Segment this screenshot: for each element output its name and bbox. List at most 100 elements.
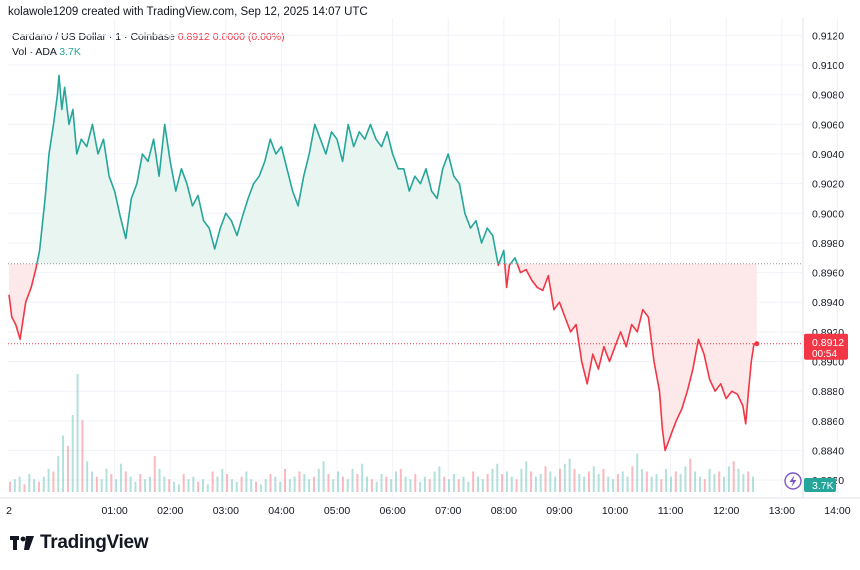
volume-bar [197, 481, 200, 492]
price-line-down [8, 263, 757, 452]
volume-bar [327, 474, 330, 492]
volume-bar [91, 471, 94, 492]
volume-bar [616, 474, 619, 492]
volume-bar [28, 474, 31, 492]
volume-bar [597, 474, 600, 492]
volume-bar [385, 476, 388, 492]
volume-bar [288, 479, 291, 492]
volume-bar [467, 481, 470, 492]
y-tick-label: 0.9020 [812, 179, 844, 191]
volume-bar [226, 474, 229, 492]
volume-bar [636, 453, 639, 492]
volume-label-value: 3.7K [812, 480, 834, 492]
legend-volume-label[interactable]: Vol · ADA [12, 46, 57, 58]
volume-bar [57, 456, 60, 492]
volume-bar [592, 466, 595, 492]
price-line-up [36, 74, 519, 264]
volume-bar [356, 474, 359, 492]
volume-bar [520, 468, 523, 492]
volume-bar [501, 474, 504, 492]
volume-bar [472, 471, 475, 492]
volume-bar [462, 476, 465, 492]
volume-bar [298, 471, 301, 492]
volume-bar [708, 468, 711, 492]
volume-bar [206, 484, 209, 492]
volume-bar [284, 468, 287, 492]
x-tick-label: 03:00 [213, 505, 239, 517]
volume-bar [476, 476, 479, 492]
volume-bar [13, 479, 16, 492]
volume-bar [245, 471, 248, 492]
volume-bar [525, 461, 528, 492]
volume-bar [645, 471, 648, 492]
x-tick-label: 05:00 [324, 505, 350, 517]
volume-bar [264, 479, 267, 492]
volume-bar [674, 471, 677, 492]
volume-bar [496, 463, 499, 492]
volume-bar [308, 479, 311, 492]
volume-bar [293, 476, 296, 492]
x-tick-label: 04:00 [268, 505, 294, 517]
area-above-baseline [9, 75, 757, 264]
volume-bar [650, 476, 653, 492]
volume-bar [144, 479, 147, 492]
volume-bar [105, 468, 108, 492]
volume-bar [81, 420, 84, 492]
y-tick-label: 0.8940 [812, 297, 844, 309]
x-tick-label: 10:00 [602, 505, 628, 517]
chart-credit: kolawole1209 created with TradingView.co… [8, 6, 368, 18]
volume-bar [443, 476, 446, 492]
volume-bar [211, 471, 214, 492]
x-tick-label: 14:00 [824, 505, 850, 517]
volume-label-bg [804, 478, 836, 492]
volume-bar [679, 474, 682, 492]
legend-symbol[interactable]: Cardano / US Dollar · 1 · Coinbase [12, 31, 175, 43]
tradingview-brand[interactable]: TradingView [10, 532, 149, 554]
volume-bar [230, 479, 233, 492]
volume-bar [351, 468, 354, 492]
volume-bar [163, 476, 166, 492]
volume-bar [665, 468, 668, 492]
volume-bar [626, 476, 629, 492]
last-price-label-bg [804, 333, 848, 360]
volume-bar [370, 479, 373, 492]
x-tick-label: 07:00 [435, 505, 461, 517]
volume-bar [751, 476, 754, 492]
volume-bar [115, 479, 118, 492]
volume-bar [568, 458, 571, 492]
volume-bar [173, 481, 176, 492]
volume-bar [669, 476, 672, 492]
legend-change: 0.0000 (0.00%) [212, 31, 285, 43]
x-tick-label: 13:00 [769, 505, 795, 517]
volume-bar [549, 471, 552, 492]
volume-bar [563, 463, 566, 492]
volume-bar [380, 474, 383, 492]
volume-bar [303, 474, 306, 492]
volume-bar [110, 474, 113, 492]
legend-symbol-row: Cardano / US Dollar · 1 · Coinbase 0.891… [12, 30, 285, 45]
volume-bar [742, 474, 745, 492]
chart-legend: Cardano / US Dollar · 1 · Coinbase 0.891… [12, 30, 285, 60]
volume-bar [419, 481, 422, 492]
volume-bar [134, 481, 137, 492]
volume-bar [409, 479, 412, 492]
volume-bar [124, 471, 127, 492]
volume-bar [414, 474, 417, 492]
volume-bar [341, 476, 344, 492]
volume-axis-label: 3.7K [804, 478, 836, 492]
y-tick-label: 0.8860 [812, 416, 844, 428]
legend-last-price: 0.8912 [177, 31, 210, 43]
volume-bar [510, 476, 513, 492]
volume-bar [66, 445, 69, 492]
volume-bar [438, 466, 441, 492]
volume-bar [621, 471, 624, 492]
volume-bar [655, 474, 658, 492]
volume-bar [269, 474, 272, 492]
volume-bar [42, 476, 45, 492]
area-below-baseline [9, 263, 757, 451]
volume-bar [732, 461, 735, 492]
volume-bar [718, 471, 721, 492]
volume-bar [312, 476, 315, 492]
volume-bar [452, 474, 455, 492]
